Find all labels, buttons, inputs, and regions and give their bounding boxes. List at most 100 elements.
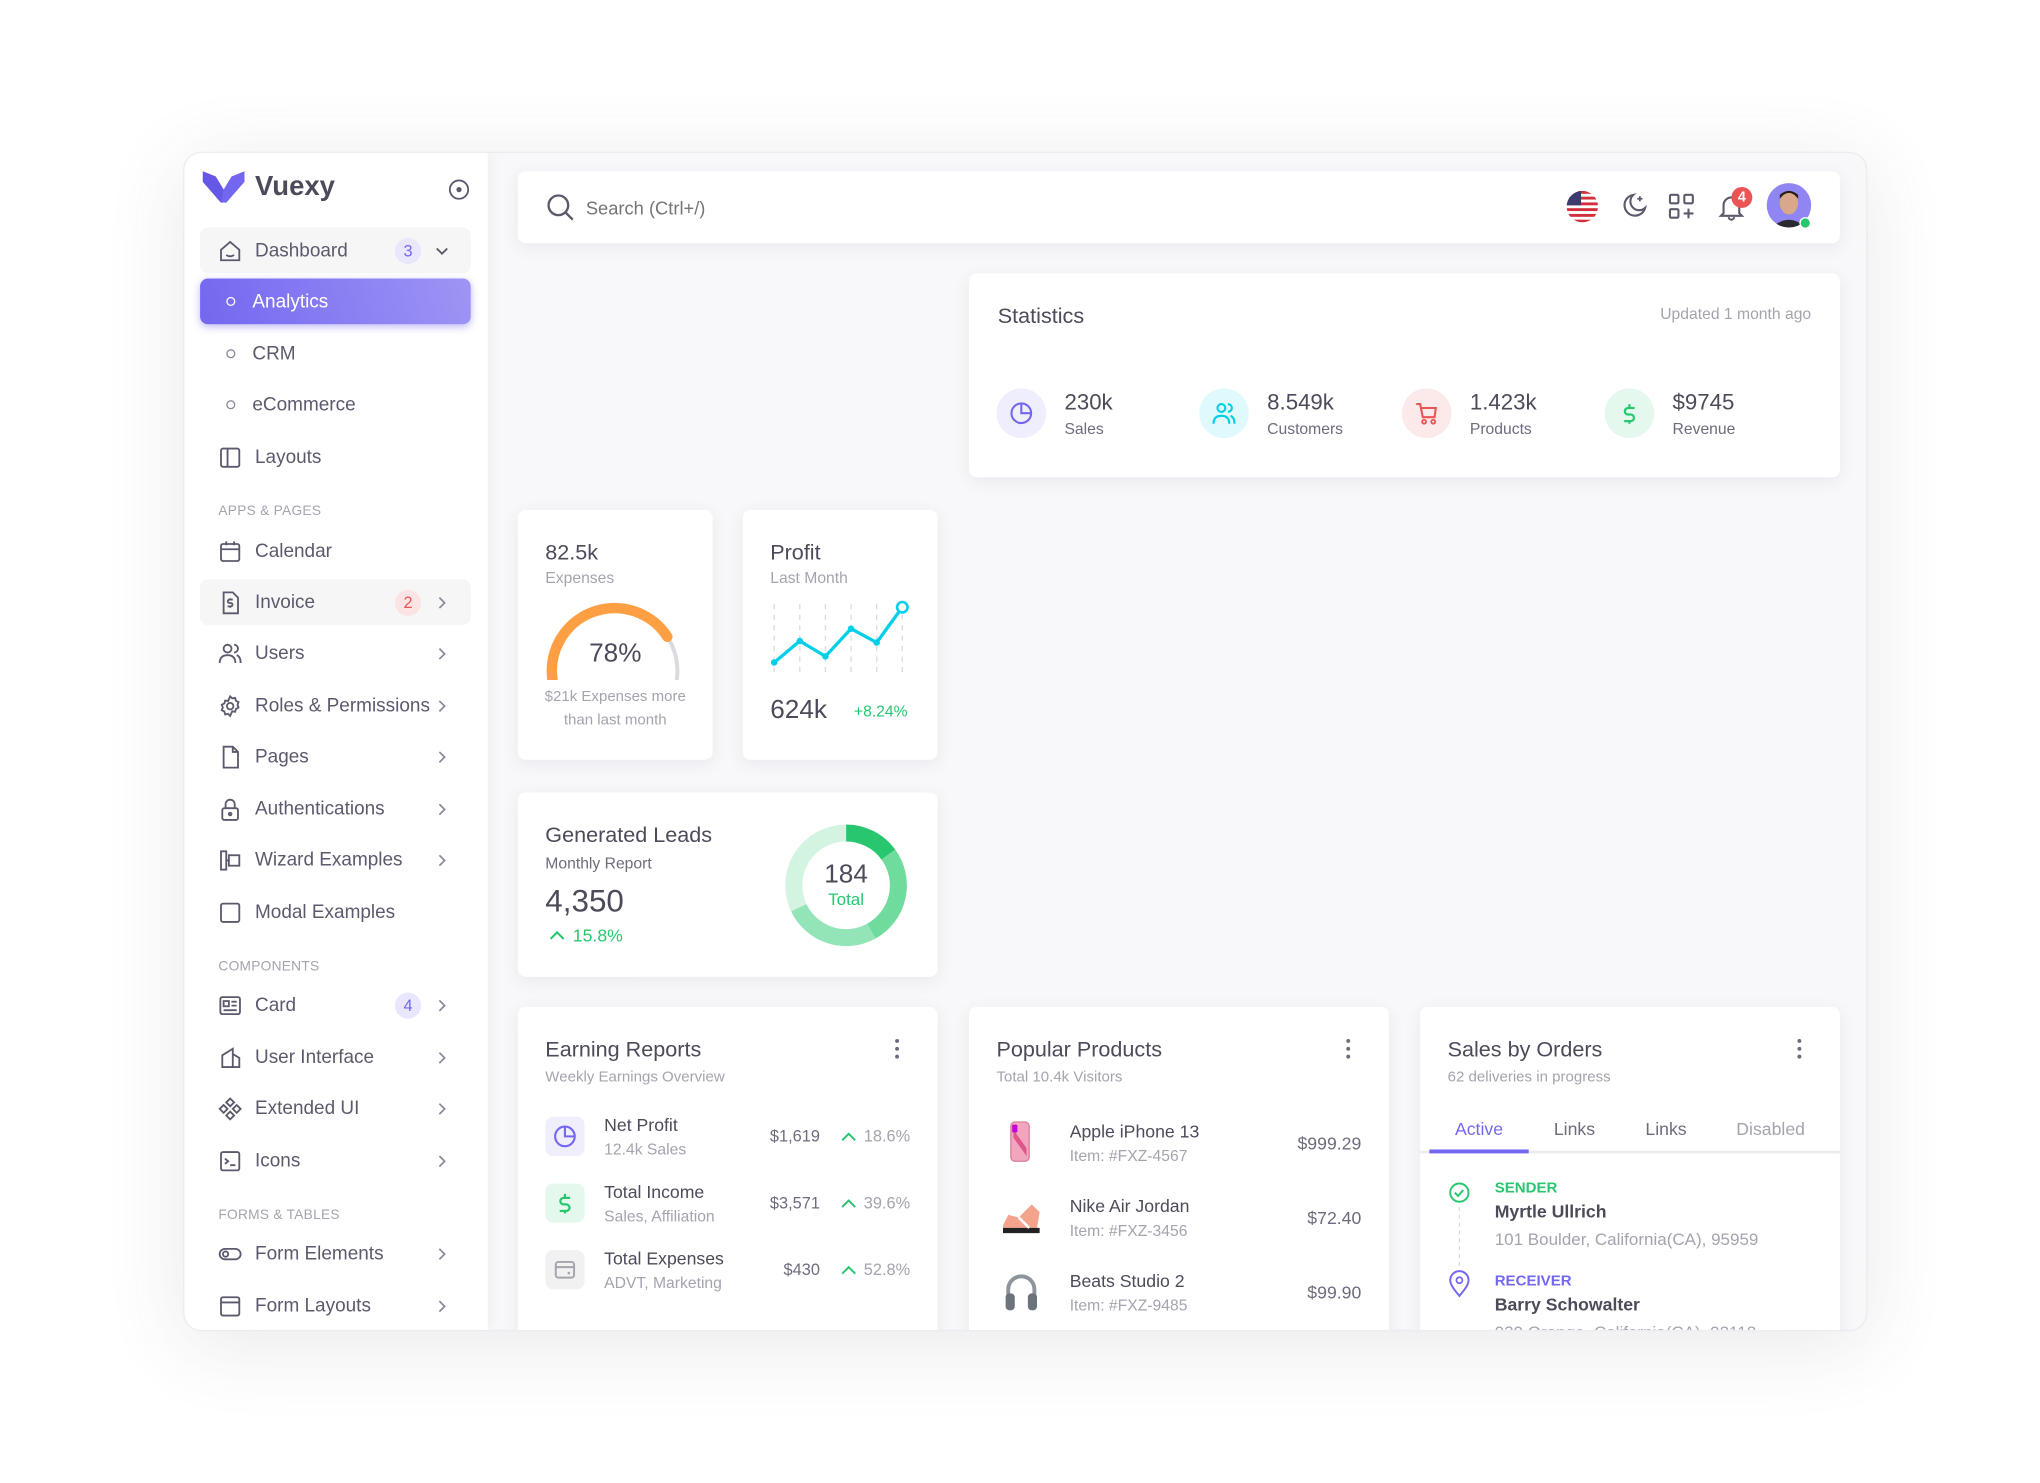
sparkline-point	[770, 659, 778, 666]
user-interface-icon	[218, 1046, 242, 1070]
iphone-image	[1010, 1121, 1030, 1162]
profit-title: Profit	[770, 541, 821, 565]
receiver-name: Barry Schowalter	[1494, 1294, 1640, 1315]
tab-links[interactable]: Links	[1553, 1119, 1596, 1140]
circle-icon	[226, 296, 236, 307]
sidebar-item-icons[interactable]: Icons	[200, 1138, 471, 1184]
arrow-up-icon	[841, 1199, 856, 1208]
sidebar-item-label: CRM	[252, 343, 296, 365]
sidebar-item-form-elements[interactable]: Form Elements	[200, 1231, 471, 1277]
sidebar-item-user-interface[interactable]: User Interface	[200, 1034, 471, 1080]
sidebar-item-label: Card	[255, 994, 297, 1016]
extended-ui-icon	[218, 1096, 242, 1121]
earning-row-title: Net Profit	[604, 1115, 678, 1136]
sidebar-item-form-layouts[interactable]: Form Layouts	[200, 1283, 471, 1329]
profit-change: +8.24%	[853, 702, 908, 721]
invoice-icon	[218, 590, 242, 614]
lock-icon	[218, 797, 242, 821]
statistics-title: Statistics	[997, 304, 1085, 329]
sidebar-item-calendar[interactable]: Calendar	[200, 528, 471, 574]
sidebar-item-label: Icons	[255, 1150, 301, 1172]
sidebar-item-wizard-examples[interactable]: Wizard Examples	[200, 837, 471, 883]
sidebar-item-extended-ui[interactable]: Extended UI	[200, 1085, 471, 1131]
sidebar-item-dashboard[interactable]: Dashboard 3	[200, 227, 471, 274]
more-options-icon[interactable]	[894, 1038, 900, 1059]
stat-value: 1.423k	[1469, 389, 1537, 415]
terminal-icon	[218, 1149, 242, 1173]
tab-disabled: Disabled	[1736, 1119, 1805, 1140]
search-input[interactable]	[585, 192, 1240, 224]
product-name: Apple iPhone 13	[1069, 1122, 1200, 1142]
stat-label: Customers	[1267, 419, 1344, 439]
timeline	[1449, 1182, 1470, 1298]
sidebar-badge: 3	[394, 237, 422, 264]
sidebar-item-label: Wizard Examples	[255, 849, 403, 871]
earning-row-sub: 12.4k Sales	[604, 1140, 687, 1159]
cart-icon	[1416, 403, 1438, 425]
sidebar-item-crm[interactable]: CRM	[200, 331, 471, 377]
section-apps-pages: APPS & PAGES	[218, 503, 322, 520]
sidebar-item-users[interactable]: Users	[200, 630, 471, 676]
sidebar-item-label: Authentications	[255, 798, 385, 820]
file-icon	[218, 745, 242, 769]
sidebar-item-authentications[interactable]: Authentications	[200, 786, 471, 832]
chevron-right-icon	[438, 1051, 446, 1064]
sidebar-item-label: Modal Examples	[255, 901, 396, 923]
sidebar-item-ecommerce[interactable]: eCommerce	[200, 382, 471, 428]
stat-icon-badge	[1401, 388, 1452, 439]
circle-icon	[226, 400, 236, 410]
expenses-gauge-fill	[546, 602, 673, 681]
sparkline-line	[773, 606, 904, 664]
chevron-right-icon	[438, 999, 446, 1011]
us-flag-icon[interactable]	[1566, 190, 1599, 223]
chevron-right-icon	[438, 1102, 446, 1115]
chevron-right-icon	[438, 1299, 446, 1312]
square-icon	[218, 900, 242, 924]
topbar: 4	[517, 171, 1840, 244]
sidebar-item-modal-examples[interactable]: Modal Examples	[200, 889, 471, 935]
sidebar-item-card[interactable]: Card 4	[200, 982, 471, 1028]
sidebar-item-layouts[interactable]: Layouts	[200, 434, 471, 480]
sidebar-item-label: Calendar	[255, 540, 332, 562]
sidebar-item-roles-permissions[interactable]: Roles & Permissions	[200, 683, 471, 729]
chevron-right-icon	[438, 853, 446, 866]
product-name: Beats Studio 2	[1069, 1271, 1185, 1291]
avatar-portrait-icon	[1771, 190, 1806, 228]
chevron-right-icon	[438, 750, 446, 763]
moon-icon[interactable]	[1619, 192, 1648, 221]
earning-row-title: Total Income	[604, 1182, 705, 1202]
stat-icon-badge	[1199, 388, 1249, 439]
chevron-right-icon	[438, 1154, 446, 1167]
arrow-up-icon	[549, 930, 565, 940]
sidebar-item-invoice[interactable]: Invoice 2	[200, 579, 471, 626]
stat-value: 8.549k	[1267, 389, 1334, 415]
chevron-right-icon	[438, 596, 446, 609]
leads-title: Generated Leads	[545, 823, 713, 848]
tab-active[interactable]: Active	[1454, 1119, 1504, 1140]
logo[interactable]: Vuexy	[202, 171, 335, 203]
sidebar-item-label: Layouts	[255, 446, 322, 468]
products-subtitle: Total 10.4k Visitors	[996, 1069, 1123, 1086]
earning-row-change: 39.6%	[863, 1193, 911, 1213]
stat-label: Sales	[1064, 419, 1104, 439]
notification-badge: 4	[1731, 187, 1753, 208]
donut-segment	[791, 903, 876, 947]
expenses-gauge	[546, 602, 680, 681]
section-components: COMPONENTS	[218, 958, 320, 975]
pie-chart-icon	[1010, 402, 1033, 425]
sidebar-toggle-icon[interactable]	[448, 179, 470, 200]
sidebar-item-analytics[interactable]: Analytics	[200, 278, 471, 325]
grid-plus-icon[interactable]	[1668, 193, 1695, 220]
more-options-icon[interactable]	[1346, 1038, 1351, 1059]
expenses-note-line1: $21k Expenses more	[544, 689, 686, 705]
chevron-right-icon	[438, 1247, 446, 1260]
sidebar-item-pages[interactable]: Pages	[200, 734, 471, 780]
sidebar-item-label: Analytics	[252, 290, 329, 312]
leads-value: 4,350	[545, 884, 624, 920]
stat-icon-badge	[1604, 388, 1655, 439]
tabs-divider	[1420, 1150, 1840, 1154]
sidebar-item-label: Dashboard	[255, 239, 348, 261]
search-icon[interactable]	[547, 194, 576, 223]
more-options-icon[interactable]	[1797, 1038, 1802, 1059]
tab-links-2[interactable]: Links	[1645, 1119, 1687, 1140]
